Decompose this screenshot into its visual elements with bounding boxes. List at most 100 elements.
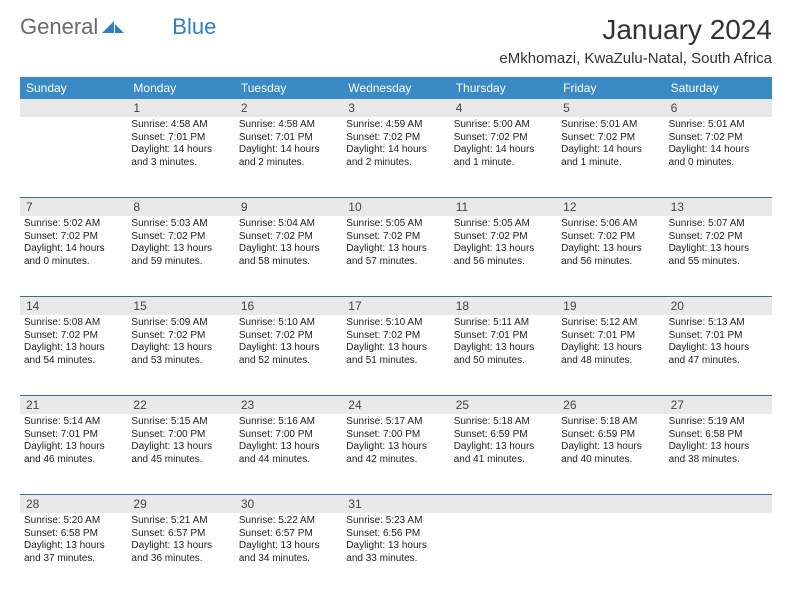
day-detail-line: Sunrise: 5:08 AM xyxy=(24,317,123,330)
day-number: 26 xyxy=(557,396,664,414)
day-detail-line: Sunset: 6:58 PM xyxy=(669,429,768,442)
week-block: 14151617181920 Sunrise: 5:08 AM Sunset: 7:… xyxy=(20,296,772,393)
day-number: 16 xyxy=(235,297,342,315)
day-detail-line: and 33 minutes. xyxy=(346,553,445,566)
day-number: 31 xyxy=(342,495,449,513)
day-detail-line: Daylight: 13 hours xyxy=(131,540,230,553)
day-cell xyxy=(450,513,557,591)
day-detail-line: Sunset: 7:02 PM xyxy=(239,231,338,244)
day-cell: Sunrise: 5:01 AMSunset: 7:02 PMDaylight:… xyxy=(557,117,664,195)
day-detail-line: Sunset: 7:02 PM xyxy=(239,330,338,343)
day-number xyxy=(20,99,127,117)
day-detail-line: Daylight: 13 hours xyxy=(669,441,768,454)
week-row: Sunrise: 5:14 AMSunset: 7:01 PMDaylight:… xyxy=(20,414,772,492)
day-detail-line: and 59 minutes. xyxy=(131,256,230,269)
day-detail-line: and 1 minute. xyxy=(454,157,553,170)
day-detail-line: and 41 minutes. xyxy=(454,454,553,467)
day-detail-line: Daylight: 13 hours xyxy=(561,342,660,355)
day-detail-line: Sunrise: 5:13 AM xyxy=(669,317,768,330)
day-number: 11 xyxy=(450,198,557,216)
day-detail-line: and 53 minutes. xyxy=(131,355,230,368)
day-detail-line: and 37 minutes. xyxy=(24,553,123,566)
day-detail-line: Daylight: 14 hours xyxy=(346,144,445,157)
calendar-grid: Sunday Monday Tuesday Wednesday Thursday… xyxy=(20,77,772,591)
day-detail-line: and 46 minutes. xyxy=(24,454,123,467)
day-cell: Sunrise: 5:20 AMSunset: 6:58 PMDaylight:… xyxy=(20,513,127,591)
day-detail-line: Daylight: 14 hours xyxy=(239,144,338,157)
weekday-wednesday: Wednesday xyxy=(342,77,449,99)
day-detail-line: Daylight: 13 hours xyxy=(561,441,660,454)
day-detail-line: Sunset: 7:02 PM xyxy=(346,231,445,244)
day-detail-line: Sunset: 7:00 PM xyxy=(131,429,230,442)
day-detail-line: Sunrise: 5:21 AM xyxy=(131,515,230,528)
day-number xyxy=(557,495,664,513)
day-detail-line: Daylight: 13 hours xyxy=(24,441,123,454)
day-detail-line: Daylight: 13 hours xyxy=(454,441,553,454)
day-detail-line: and 54 minutes. xyxy=(24,355,123,368)
day-cell: Sunrise: 4:58 AMSunset: 7:01 PMDaylight:… xyxy=(235,117,342,195)
day-detail-line: Sunset: 7:02 PM xyxy=(24,231,123,244)
page-header: General Blue January 2024 eMkhomazi, Kwa… xyxy=(20,14,772,67)
day-cell: Sunrise: 5:10 AMSunset: 7:02 PMDaylight:… xyxy=(342,315,449,393)
day-detail-line: Daylight: 13 hours xyxy=(131,243,230,256)
day-detail-line: Daylight: 13 hours xyxy=(454,342,553,355)
day-detail-line: and 58 minutes. xyxy=(239,256,338,269)
day-number xyxy=(665,495,772,513)
day-detail-line: Sunset: 6:57 PM xyxy=(131,528,230,541)
day-number: 15 xyxy=(127,297,234,315)
day-detail-line: Sunrise: 5:17 AM xyxy=(346,416,445,429)
day-cell: Sunrise: 5:23 AMSunset: 6:56 PMDaylight:… xyxy=(342,513,449,591)
day-number xyxy=(450,495,557,513)
day-detail-line: Sunset: 7:02 PM xyxy=(454,231,553,244)
day-number: 22 xyxy=(127,396,234,414)
day-detail-line: Sunrise: 5:14 AM xyxy=(24,416,123,429)
day-detail-line: Sunset: 7:02 PM xyxy=(561,132,660,145)
location-label: eMkhomazi, KwaZulu-Natal, South Africa xyxy=(499,50,772,67)
day-detail-line: Sunset: 6:59 PM xyxy=(454,429,553,442)
day-detail-line: and 50 minutes. xyxy=(454,355,553,368)
day-number: 30 xyxy=(235,495,342,513)
day-detail-line: Daylight: 13 hours xyxy=(669,342,768,355)
day-number: 3 xyxy=(342,99,449,117)
weekday-sunday: Sunday xyxy=(20,77,127,99)
day-detail-line: Sunset: 6:56 PM xyxy=(346,528,445,541)
day-detail-line: Daylight: 14 hours xyxy=(561,144,660,157)
day-detail-line: Sunrise: 5:11 AM xyxy=(454,317,553,330)
day-detail-line: Daylight: 13 hours xyxy=(24,540,123,553)
day-detail-line: Sunset: 7:00 PM xyxy=(346,429,445,442)
day-number: 27 xyxy=(665,396,772,414)
day-detail-line: Sunset: 6:59 PM xyxy=(561,429,660,442)
week-block: 28293031Sunrise: 5:20 AMSunset: 6:58 PMD… xyxy=(20,494,772,591)
day-detail-line: Sunrise: 5:04 AM xyxy=(239,218,338,231)
day-detail-line: and 55 minutes. xyxy=(669,256,768,269)
day-cell: Sunrise: 5:12 AMSunset: 7:01 PMDaylight:… xyxy=(557,315,664,393)
day-cell: Sunrise: 5:21 AMSunset: 6:57 PMDaylight:… xyxy=(127,513,234,591)
day-cell xyxy=(20,117,127,195)
day-cell: Sunrise: 5:09 AMSunset: 7:02 PMDaylight:… xyxy=(127,315,234,393)
day-cell: Sunrise: 5:02 AMSunset: 7:02 PMDaylight:… xyxy=(20,216,127,294)
day-detail-line: Sunrise: 5:12 AM xyxy=(561,317,660,330)
weekday-thursday: Thursday xyxy=(450,77,557,99)
day-detail-line: Sunrise: 5:06 AM xyxy=(561,218,660,231)
day-detail-line: and 44 minutes. xyxy=(239,454,338,467)
day-detail-line: Sunset: 6:58 PM xyxy=(24,528,123,541)
day-detail-line: and 47 minutes. xyxy=(669,355,768,368)
day-number: 18 xyxy=(450,297,557,315)
day-detail-line: and 1 minute. xyxy=(561,157,660,170)
day-cell: Sunrise: 5:13 AMSunset: 7:01 PMDaylight:… xyxy=(665,315,772,393)
day-number: 21 xyxy=(20,396,127,414)
day-cell xyxy=(557,513,664,591)
day-detail-line: Sunrise: 5:05 AM xyxy=(454,218,553,231)
day-detail-line: Daylight: 13 hours xyxy=(346,342,445,355)
day-detail-line: Sunrise: 5:03 AM xyxy=(131,218,230,231)
day-number: 23 xyxy=(235,396,342,414)
day-detail-line: Sunset: 7:02 PM xyxy=(346,330,445,343)
day-detail-line: Daylight: 13 hours xyxy=(131,441,230,454)
day-detail-line: Sunset: 6:57 PM xyxy=(239,528,338,541)
day-detail-line: and 52 minutes. xyxy=(239,355,338,368)
day-number-row: 14151617181920 xyxy=(20,297,772,315)
day-cell: Sunrise: 4:59 AMSunset: 7:02 PMDaylight:… xyxy=(342,117,449,195)
day-detail-line: Daylight: 13 hours xyxy=(239,342,338,355)
day-detail-line: and 56 minutes. xyxy=(454,256,553,269)
day-detail-line: and 40 minutes. xyxy=(561,454,660,467)
